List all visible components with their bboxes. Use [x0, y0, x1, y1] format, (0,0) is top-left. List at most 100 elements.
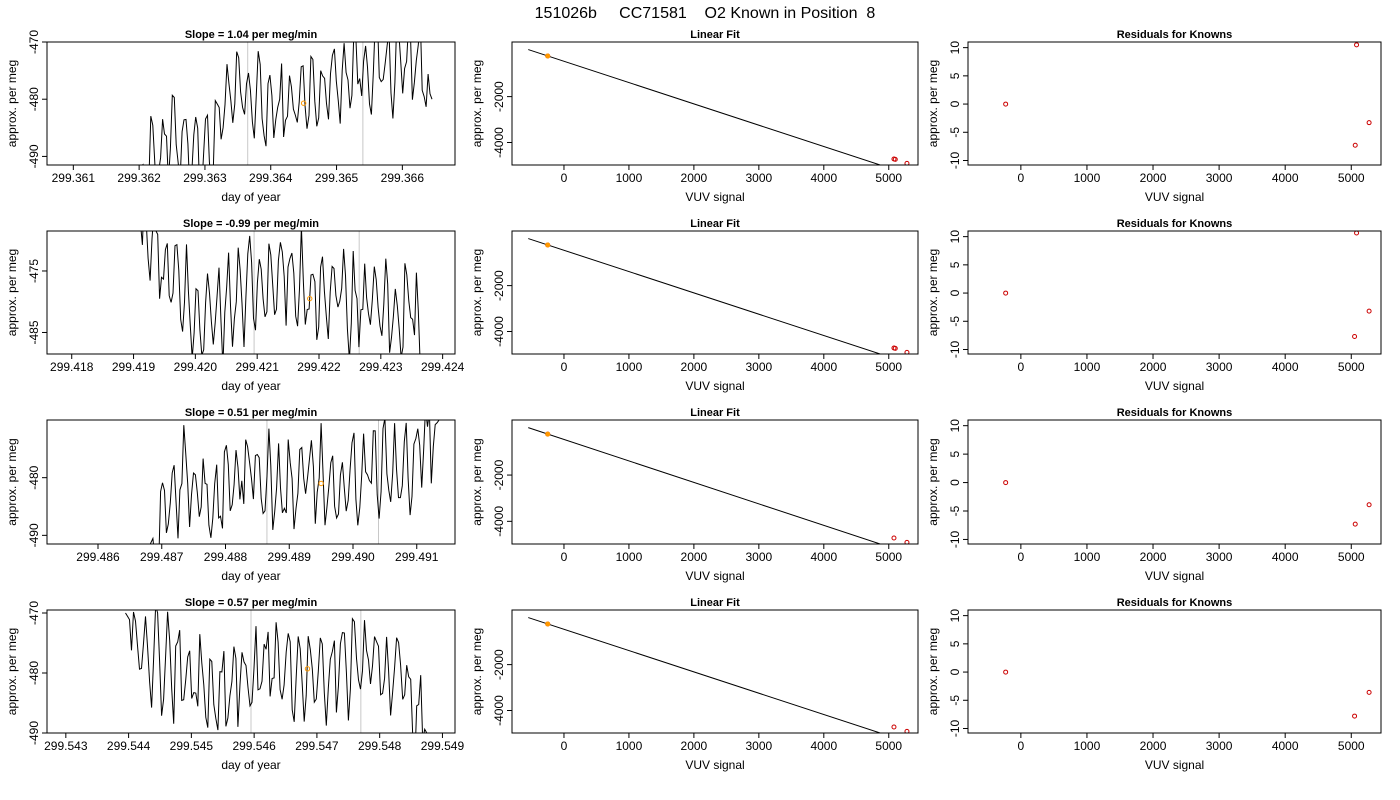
residual-point [1354, 231, 1360, 236]
x-tick-label: 0 [561, 739, 568, 753]
x-tick-label: 0 [561, 360, 568, 374]
y-axis-label: approx. per meg [5, 60, 19, 147]
x-tick-label: 5000 [875, 550, 902, 564]
y-tick-label: -4000 [492, 506, 506, 537]
x-tick-label: 0 [561, 550, 568, 564]
panel-title: Linear Fit [690, 597, 740, 609]
x-tick-label: 5000 [1338, 739, 1365, 753]
x-tick-label: 3000 [745, 550, 772, 564]
fit-line [528, 49, 882, 165]
x-tick-label: 5000 [1338, 360, 1365, 374]
x-tick-label: 5000 [875, 360, 902, 374]
plot-area [140, 231, 421, 354]
x-tick-label: 299.419 [112, 360, 156, 374]
x-tick-label: 2000 [1140, 550, 1167, 564]
y-tick-label: 5 [948, 261, 962, 268]
known-sample-point [300, 100, 307, 106]
x-tick-label: 0 [1018, 739, 1025, 753]
y-tick-label: -2000 [492, 459, 506, 490]
y-axis-label: approx. per meg [926, 249, 940, 336]
panel-title: Residuals for Knowns [1117, 597, 1233, 609]
plot-frame [967, 41, 1382, 166]
y-tick-label: -485 [27, 320, 41, 344]
panel-title: Residuals for Knowns [1117, 407, 1233, 419]
residual-point [1003, 669, 1009, 675]
x-tick-label: 1000 [616, 171, 643, 185]
fit-line [528, 238, 882, 354]
signal-trace [141, 42, 433, 165]
x-tick-label: 1000 [616, 550, 643, 564]
standard-point [904, 539, 910, 544]
known-sample-point [545, 431, 551, 437]
x-axis-label: VUV signal [1145, 569, 1204, 583]
linear_fit-panel-row-1: Linear Fit 0 1000 2000 3000 4000 5000 -4000 -200… [470, 29, 919, 204]
x-axis-label: VUV signal [685, 758, 744, 772]
plot-area [528, 238, 910, 354]
known-sample-point [318, 480, 324, 487]
x-tick-label: 4000 [1272, 360, 1299, 374]
x-tick-label: 299.544 [107, 739, 151, 753]
fit-line [528, 427, 882, 544]
y-tick-label: -480 [27, 87, 41, 111]
x-tick-label: 299.424 [421, 360, 465, 374]
timeseries-panel-row-3: Slope = 0.51 per meg/min 299.486 299.487 29… [5, 407, 456, 583]
x-tick-label: 299.487 [140, 550, 184, 564]
x-tick-label: 4000 [1272, 550, 1299, 564]
x-tick-label: 299.547 [295, 739, 339, 753]
plot-frame [46, 41, 456, 166]
x-tick-label: 3000 [745, 360, 772, 374]
linear_fit-panel-row-2: Linear Fit 0 1000 2000 3000 4000 5000 -4000 -200… [470, 218, 919, 393]
x-tick-label: 3000 [1206, 360, 1233, 374]
y-axis-label: approx. per meg [470, 249, 484, 336]
x-tick-label: 299.418 [50, 360, 94, 374]
y-tick-label: -5 [948, 127, 962, 138]
residuals-panel-row-1: Residuals for Knowns 0 1000 2000 3000 4000 500… [926, 29, 1382, 204]
plot-area [1003, 669, 1372, 719]
y-axis-label: approx. per meg [926, 60, 940, 147]
standard-point [904, 728, 910, 733]
x-axis-label: VUV signal [685, 379, 744, 393]
panel-title: Slope = 0.57 per meg/min [185, 597, 318, 609]
residual-point [1352, 334, 1358, 340]
figure-title: 151026b CC71581 O2 Known in Position 8 [535, 5, 876, 22]
y-tick-label: -5 [948, 505, 962, 516]
residuals-panel-row-3: Residuals for Knowns 0 1000 2000 3000 4000 500… [926, 407, 1382, 583]
plot-area [125, 610, 428, 733]
plot-area [149, 420, 440, 544]
x-axis-label: day of year [221, 190, 280, 204]
plot-area [528, 49, 910, 165]
plot-area [1003, 480, 1372, 527]
x-tick-label: 3000 [1206, 739, 1233, 753]
y-axis-label: approx. per meg [5, 628, 19, 715]
x-tick-label: 4000 [810, 360, 837, 374]
y-tick-label: -10 [948, 340, 962, 358]
y-tick-label: -10 [948, 719, 962, 737]
x-tick-label: 5000 [1338, 171, 1365, 185]
y-axis-label: approx. per meg [470, 438, 484, 525]
standard-point [904, 160, 910, 165]
y-tick-label: 10 [948, 41, 962, 55]
residual-point [1366, 120, 1372, 126]
x-axis-label: VUV signal [1145, 758, 1204, 772]
y-tick-label: 10 [948, 419, 962, 433]
x-axis-label: VUV signal [685, 190, 744, 204]
x-tick-label: 299.486 [76, 550, 120, 564]
x-tick-label: 4000 [1272, 739, 1299, 753]
plot-frame [967, 419, 1382, 545]
x-tick-label: 4000 [810, 171, 837, 185]
y-tick-label: -2000 [492, 81, 506, 112]
y-tick-label: 0 [948, 100, 962, 107]
x-tick-label: 3000 [1206, 550, 1233, 564]
y-tick-label: 0 [948, 668, 962, 675]
x-axis-label: VUV signal [1145, 190, 1204, 204]
x-tick-label: 299.489 [268, 550, 312, 564]
y-tick-label: 5 [948, 72, 962, 79]
y-axis-label: approx. per meg [470, 60, 484, 147]
signal-trace [149, 420, 440, 544]
y-tick-label: -470 [27, 601, 41, 625]
linear_fit-panel-row-4: Linear Fit 0 1000 2000 3000 4000 5000 -4000 -200… [470, 597, 919, 772]
x-tick-label: 1000 [616, 360, 643, 374]
x-tick-label: 299.363 [183, 171, 227, 185]
y-tick-label: -490 [27, 721, 41, 745]
y-tick-label: -475 [27, 259, 41, 283]
